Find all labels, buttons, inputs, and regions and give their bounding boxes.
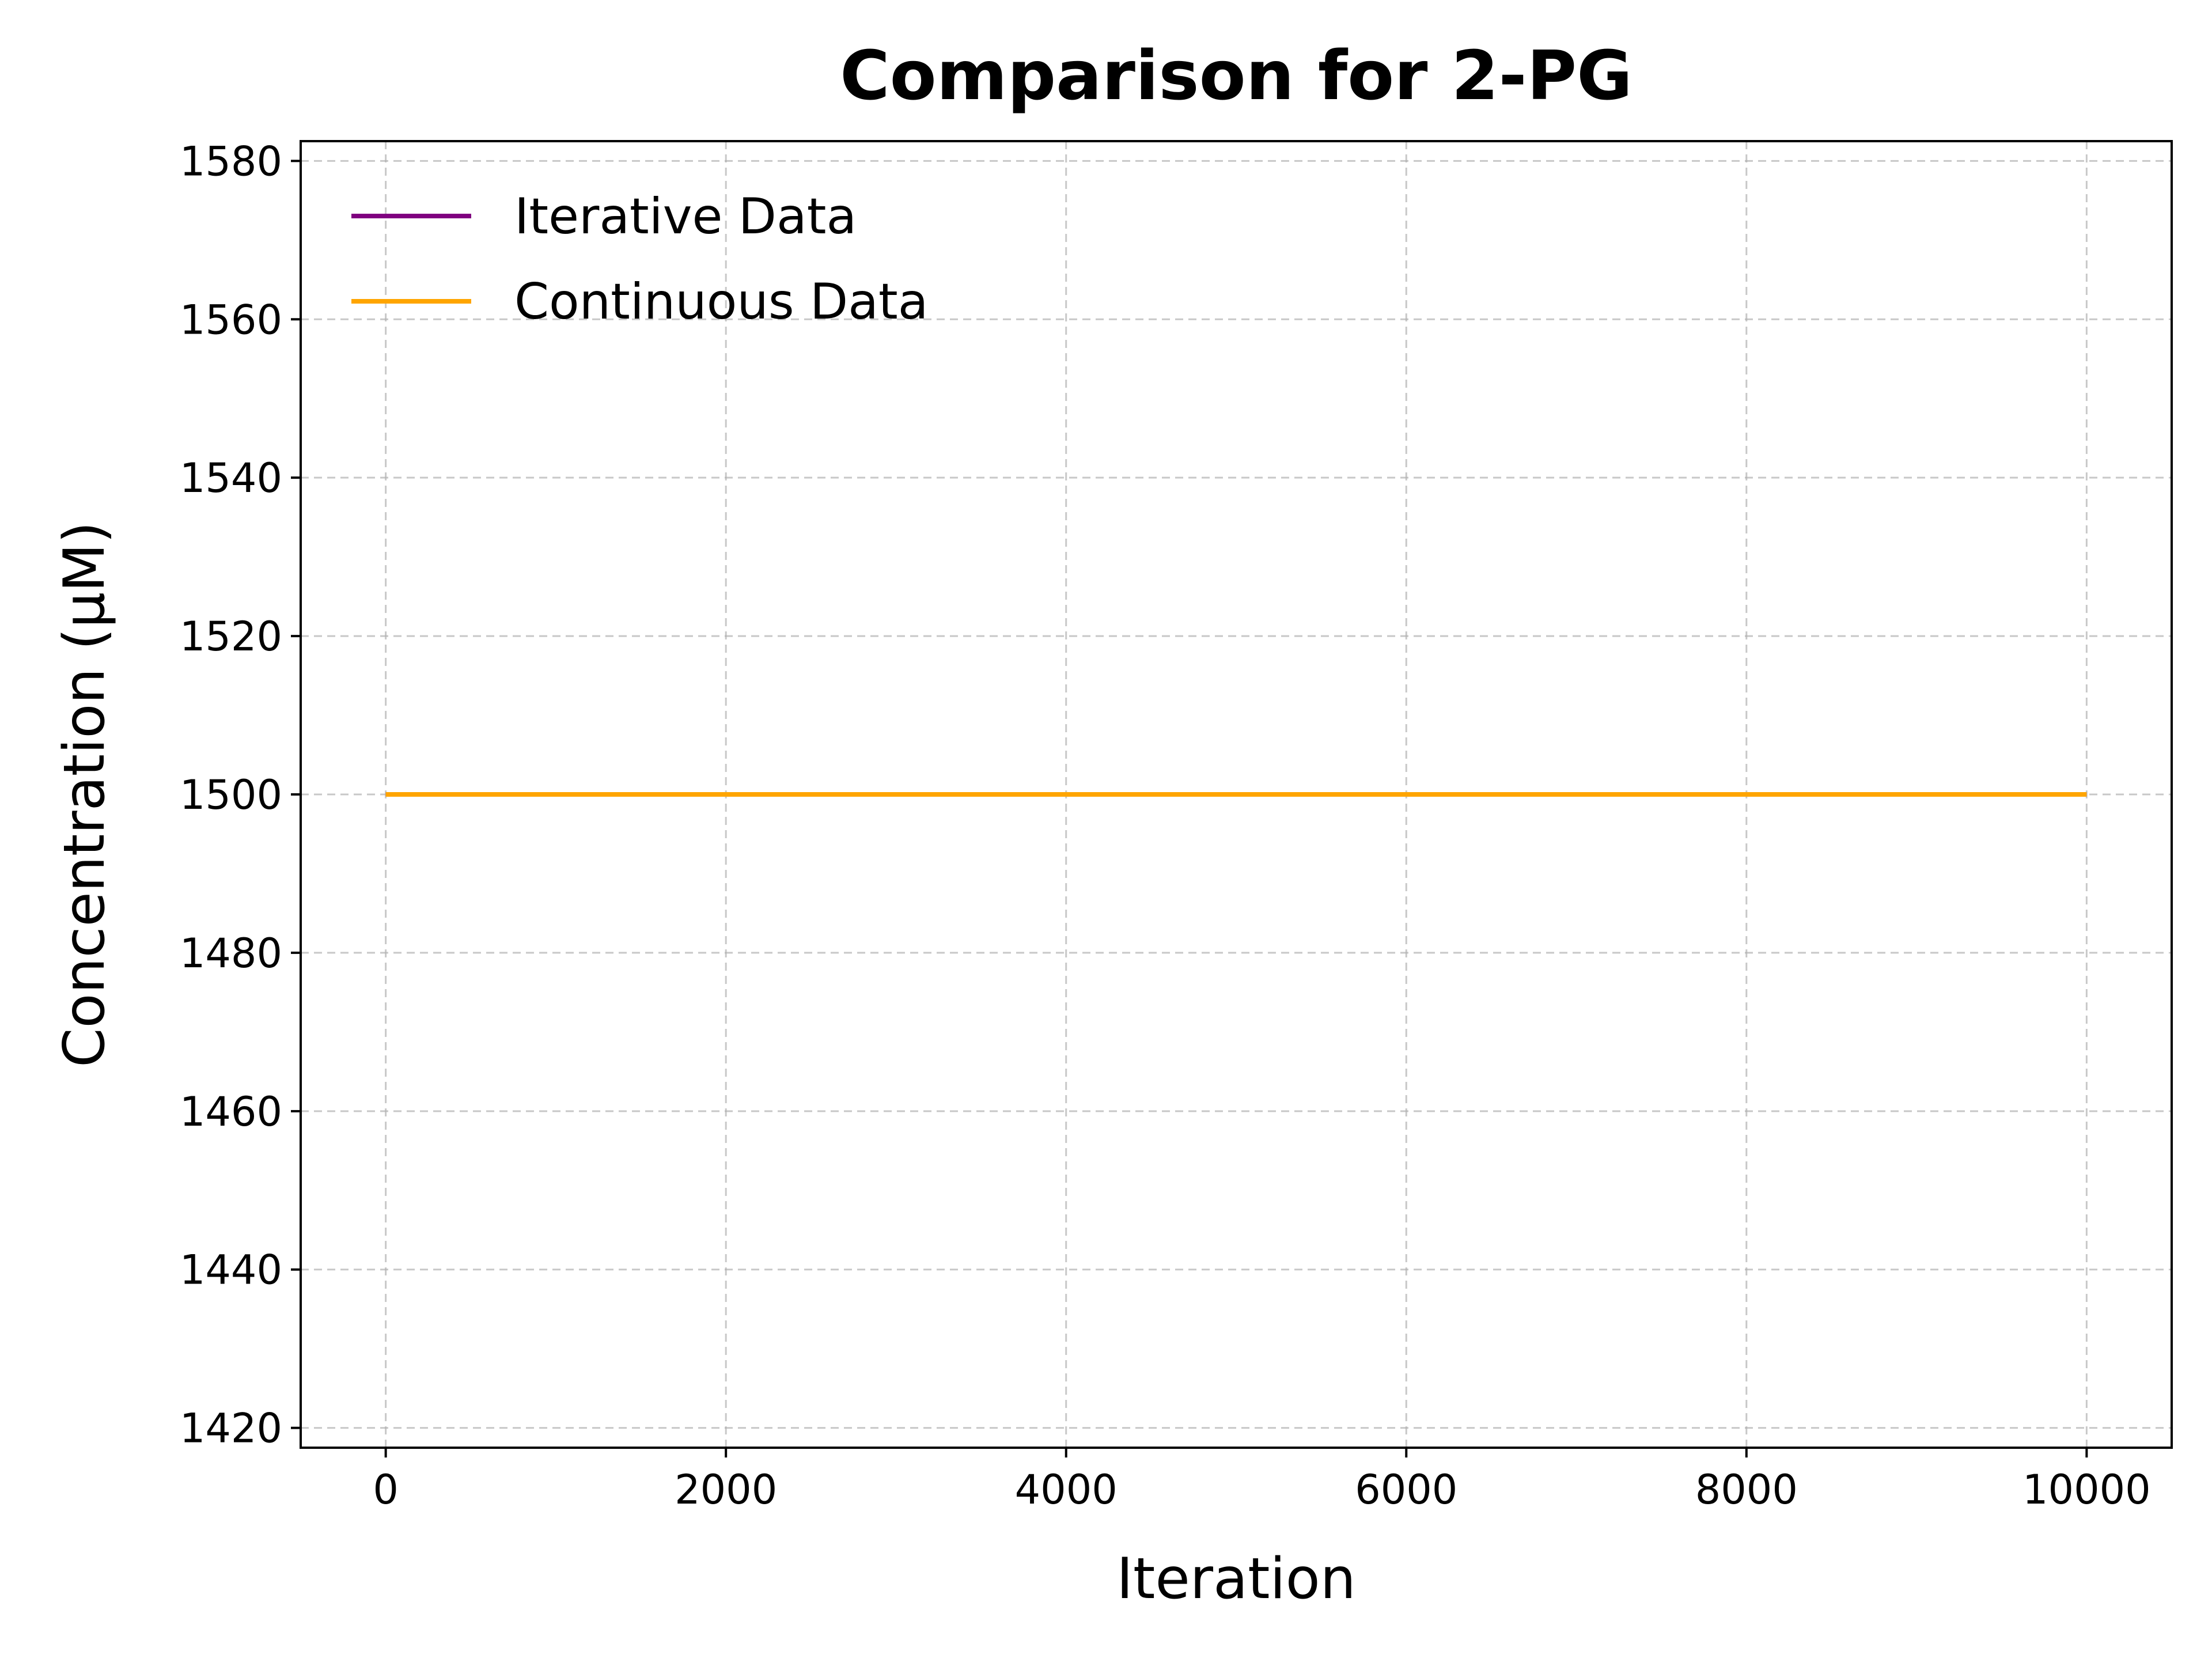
x-tick-label: 8000 (1695, 1466, 1798, 1513)
y-tick-label: 1560 (180, 296, 282, 343)
legend: Iterative Data Continuous Data (351, 188, 928, 331)
x-tick-label: 0 (373, 1466, 399, 1513)
y-tick-label: 1580 (180, 138, 282, 185)
y-tick-label: 1460 (180, 1088, 282, 1135)
x-tick-label: 6000 (1355, 1466, 1457, 1513)
y-tick-label: 1520 (180, 613, 282, 660)
x-tick-label: 4000 (1015, 1466, 1118, 1513)
y-tick-label: 1480 (180, 930, 282, 977)
x-tick-label: 10000 (2022, 1466, 2151, 1513)
y-tick-label: 1540 (180, 455, 282, 502)
y-axis-label: Concentration (μM) (52, 521, 118, 1067)
y-axis-ticks: 1420 1440 1460 1480 1500 1520 1540 1560 1580 (180, 138, 301, 1452)
x-axis-ticks: 0 2000 4000 6000 8000 10000 (373, 1448, 2151, 1513)
chart-title: Comparison for 2-PG (840, 36, 1633, 115)
x-tick-label: 2000 (675, 1466, 777, 1513)
y-tick-label: 1500 (180, 771, 282, 819)
legend-label-continuous: Continuous Data (514, 273, 928, 331)
legend-label-iterative: Iterative Data (514, 188, 857, 245)
y-tick-label: 1440 (180, 1247, 282, 1294)
x-axis-label: Iteration (1116, 1546, 1356, 1612)
y-tick-label: 1420 (180, 1405, 282, 1452)
